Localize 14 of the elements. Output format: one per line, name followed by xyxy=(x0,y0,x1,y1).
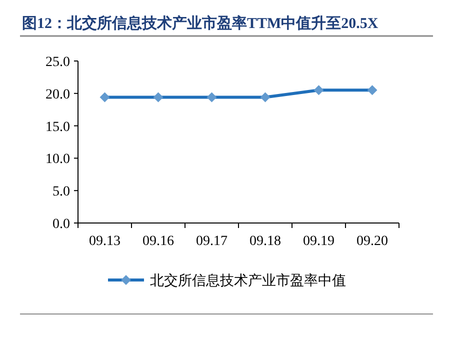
x-tick-label: 09.13 xyxy=(89,234,120,249)
y-tick-label: 25.0 xyxy=(46,55,70,70)
y-tick-label: 5.0 xyxy=(52,184,70,200)
x-tick-label: 09.20 xyxy=(356,234,388,249)
x-tick-label: 09.17 xyxy=(196,234,228,249)
y-tick-label: 15.0 xyxy=(46,120,70,135)
y-tick-label: 0.0 xyxy=(52,217,70,232)
x-tick-label: 09.16 xyxy=(142,234,174,249)
x-tick-label: 09.18 xyxy=(250,234,281,249)
y-tick-label: 20.0 xyxy=(46,87,70,102)
y-tick-label: 10.0 xyxy=(46,152,70,168)
x-tick-label: 09.19 xyxy=(303,234,334,249)
legend-label: 北交所信息技术产业市盈率中值 xyxy=(150,273,346,289)
chart-title: 图12：北交所信息技术产业市盈率TTM中值升至20.5X xyxy=(22,14,378,32)
